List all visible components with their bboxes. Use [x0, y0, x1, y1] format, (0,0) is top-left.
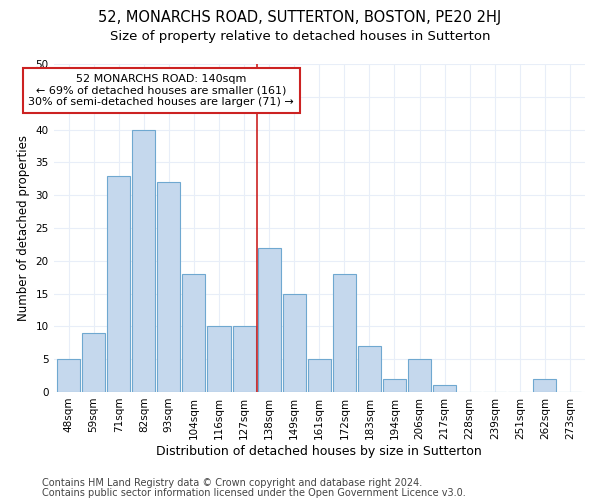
Text: 52 MONARCHS ROAD: 140sqm
← 69% of detached houses are smaller (161)
30% of semi-: 52 MONARCHS ROAD: 140sqm ← 69% of detach…	[28, 74, 294, 107]
Bar	[157, 182, 181, 392]
X-axis label: Distribution of detached houses by size in Sutterton: Distribution of detached houses by size …	[157, 444, 482, 458]
Y-axis label: Number of detached properties: Number of detached properties	[17, 135, 30, 321]
Bar	[408, 359, 431, 392]
Text: Size of property relative to detached houses in Sutterton: Size of property relative to detached ho…	[110, 30, 490, 43]
Bar	[333, 274, 356, 392]
Bar	[383, 379, 406, 392]
Bar	[132, 130, 155, 392]
Bar	[358, 346, 381, 392]
Bar	[257, 248, 281, 392]
Bar	[182, 274, 205, 392]
Bar	[82, 333, 105, 392]
Bar	[433, 386, 456, 392]
Bar	[283, 294, 306, 392]
Text: Contains HM Land Registry data © Crown copyright and database right 2024.: Contains HM Land Registry data © Crown c…	[42, 478, 422, 488]
Text: Contains public sector information licensed under the Open Government Licence v3: Contains public sector information licen…	[42, 488, 466, 498]
Bar	[308, 359, 331, 392]
Text: 52, MONARCHS ROAD, SUTTERTON, BOSTON, PE20 2HJ: 52, MONARCHS ROAD, SUTTERTON, BOSTON, PE…	[98, 10, 502, 25]
Bar	[107, 176, 130, 392]
Bar	[57, 359, 80, 392]
Bar	[233, 326, 256, 392]
Bar	[208, 326, 230, 392]
Bar	[533, 379, 556, 392]
